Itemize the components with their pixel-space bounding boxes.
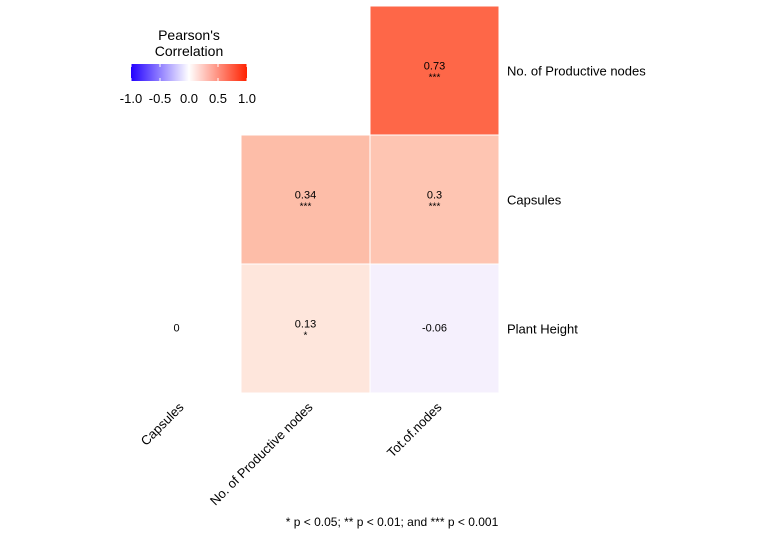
cell-labels: 0.73***0.34***0.3***0.13*-0.060 <box>173 61 447 342</box>
x-axis-tick-label: No. of Productive nodes <box>207 399 316 508</box>
legend-tick-label: 0.5 <box>209 91 227 106</box>
cell-value-label: 0.34 <box>295 190 316 202</box>
legend-tick-label: -0.5 <box>149 91 171 106</box>
cell-value-label: 0.13 <box>295 319 316 331</box>
y-axis-tick-label: Capsules <box>507 193 562 208</box>
legend-tick-label: 0.0 <box>180 91 198 106</box>
heatmap-cell <box>369 263 500 394</box>
heatmap-cell <box>240 134 371 265</box>
heatmap-cell <box>369 5 500 136</box>
y-axis-tick-label: Plant Height <box>507 322 578 337</box>
legend-title-line1: Pearson's <box>158 27 220 43</box>
x-axis-labels: Capsules No. of Productive nodes Tot.of.no… <box>138 399 445 508</box>
footnote: * p < 0.05; ** p < 0.01; and *** p < 0.0… <box>286 515 499 529</box>
cell-value-label: -0.06 <box>422 323 447 335</box>
heatmap-cell <box>240 263 371 394</box>
legend-title-line2: Correlation <box>155 43 223 59</box>
legend-colorbar <box>131 64 247 81</box>
legend: Pearson's Correlation -1.0 -0.5 0.0 0.5 1.0 <box>120 27 256 106</box>
cell-significance-label: *** <box>429 73 441 84</box>
heatmap-cells <box>240 5 500 394</box>
cell-significance-label: * <box>304 331 308 342</box>
cell-value-label: 0 <box>173 323 179 335</box>
cell-significance-label: *** <box>429 202 441 213</box>
x-axis-tick-label: Capsules <box>138 399 187 448</box>
y-axis-labels: No. of Productive nodes Capsules Plant Hei… <box>507 64 646 337</box>
cell-value-label: 0.73 <box>424 61 445 73</box>
cell-significance-label: *** <box>300 202 312 213</box>
x-axis-tick-label: Tot.of.nodes <box>384 399 445 460</box>
legend-tick-label: 1.0 <box>238 91 256 106</box>
cell-value-label: 0.3 <box>427 190 442 202</box>
y-axis-tick-label: No. of Productive nodes <box>507 64 646 79</box>
legend-tick-label: -1.0 <box>120 91 142 106</box>
